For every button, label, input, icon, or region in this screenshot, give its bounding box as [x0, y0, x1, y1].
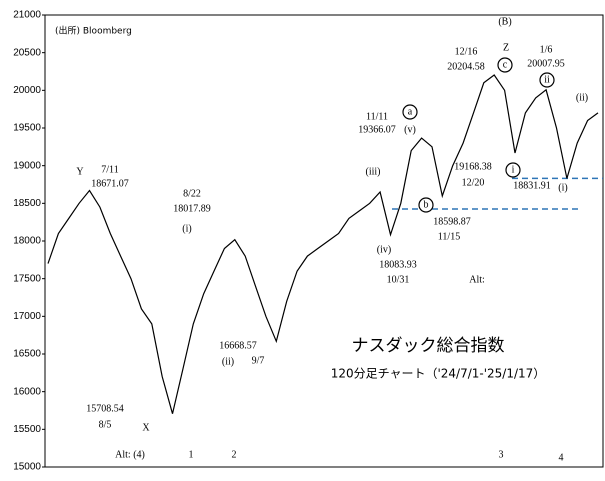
- annotation: (v): [404, 124, 416, 135]
- annotation: 1: [189, 449, 194, 460]
- annotation: 19366.07: [358, 124, 396, 135]
- y-tick-label: 15500: [13, 424, 41, 435]
- annotation: Alt:: [469, 274, 485, 285]
- annotation: 8/22: [183, 188, 201, 199]
- annotation: 18671.07: [91, 178, 129, 189]
- y-tick-label: 16000: [13, 386, 41, 397]
- annotation: 11/11: [366, 111, 388, 122]
- annotation: 4: [559, 452, 564, 463]
- annotation: (ii): [576, 92, 588, 103]
- y-tick-label: 21000: [13, 10, 41, 21]
- annotation: 1/6: [540, 44, 553, 55]
- y-tick-label: 19500: [13, 123, 41, 134]
- annotation: 18831.91: [513, 180, 551, 191]
- annotation: 9/7: [252, 355, 265, 366]
- y-tick-label: 16500: [13, 349, 41, 360]
- y-tick-label: 20500: [13, 47, 41, 58]
- annotation: (iv): [377, 244, 391, 255]
- annotation: 20007.95: [527, 58, 565, 69]
- annotation: (ii): [222, 356, 234, 367]
- circle-marker: [497, 57, 513, 73]
- annotation: 19168.38: [454, 161, 492, 172]
- annotation: 8/5: [99, 419, 112, 430]
- y-tick-label: 19000: [13, 160, 41, 171]
- circle-marker: [539, 72, 555, 88]
- annotation: 10/31: [387, 274, 410, 285]
- annotation: 7/11: [101, 164, 118, 175]
- chart-subtitle: 120分足チャート（'24/7/1-'25/1/17）: [331, 367, 546, 381]
- annotation: 3: [499, 449, 504, 460]
- annotation: Alt: (4): [115, 449, 145, 460]
- annotation: 12/20: [462, 177, 485, 188]
- circle-marker: [505, 162, 521, 178]
- y-tick-label: 18000: [13, 236, 41, 247]
- y-tick-label: 15000: [13, 462, 41, 473]
- y-tick-label: 17000: [13, 311, 41, 322]
- annotation: c: [503, 59, 508, 70]
- annotation: ii: [544, 74, 550, 85]
- plot-frame: [44, 14, 604, 468]
- annotation: 20204.58: [447, 61, 485, 72]
- annotation: a: [408, 106, 413, 117]
- annotation: X: [142, 422, 150, 433]
- y-tick-label: 20000: [13, 85, 41, 96]
- price-line: [47, 74, 599, 414]
- annotation: Z: [503, 42, 509, 53]
- annotation: 18598.87: [433, 216, 471, 227]
- annotation: 12/16: [455, 46, 478, 57]
- annotation: (i): [558, 182, 567, 193]
- chart-title: ナスダック総合指数: [352, 336, 505, 356]
- circle-marker: [402, 104, 418, 120]
- source: (出所) Bloomberg: [55, 25, 132, 37]
- annotation: 2: [232, 449, 237, 460]
- circle-marker: [418, 197, 434, 213]
- annotation: 18017.89: [173, 203, 211, 214]
- y-tick-label: 18500: [13, 198, 41, 209]
- annotation: 18083.93: [379, 259, 417, 270]
- annotation: Y: [76, 166, 83, 177]
- annotation: (iii): [366, 166, 381, 177]
- annotation: 16668.57: [219, 340, 257, 351]
- annotation: (i): [182, 223, 191, 234]
- annotation: 11/15: [438, 231, 460, 242]
- annotation: (B): [498, 16, 511, 27]
- annotation: b: [424, 199, 429, 210]
- y-tick-label: 17500: [13, 273, 41, 284]
- annotation: i: [512, 164, 515, 175]
- annotation: 15708.54: [86, 403, 124, 414]
